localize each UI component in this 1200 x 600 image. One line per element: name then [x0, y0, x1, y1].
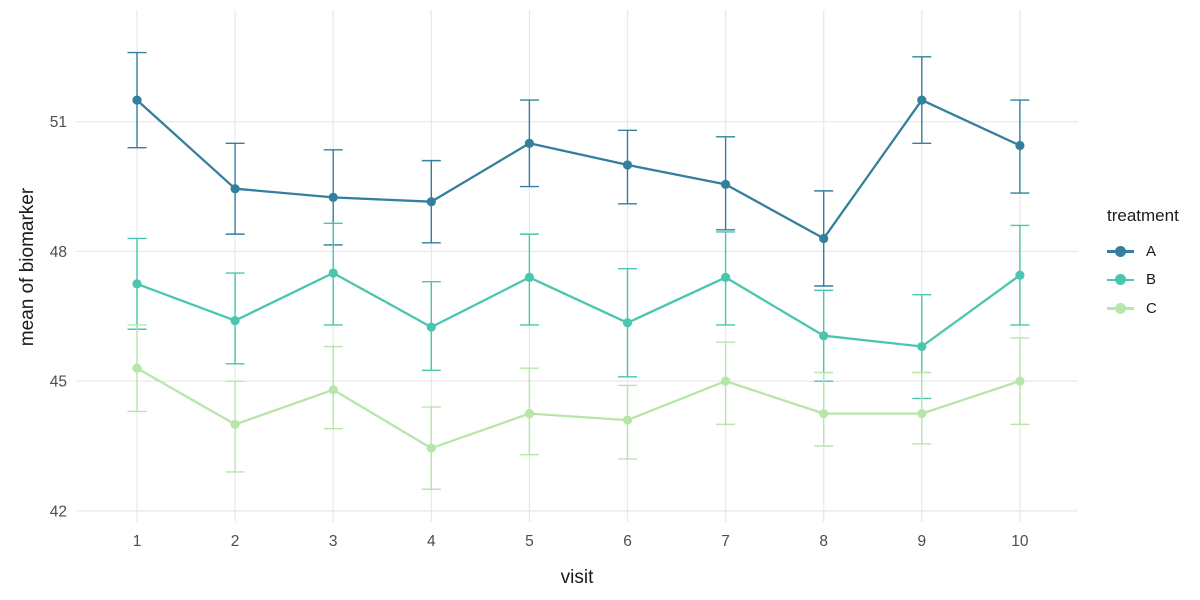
- legend-key-icon: [1107, 245, 1134, 257]
- legend-key-dot: [1115, 302, 1126, 314]
- x-tick-label: 5: [525, 533, 534, 550]
- y-axis-title: mean of biomarker: [17, 187, 38, 347]
- data-point-B-visit-4: [426, 322, 436, 332]
- series-line-C: [135, 367, 1022, 450]
- data-point-B-visit-8: [819, 331, 829, 341]
- y-tick-label: 42: [50, 503, 67, 520]
- data-point-A-visit-5: [524, 138, 535, 148]
- x-tick-label: 6: [623, 533, 632, 550]
- data-point-B-visit-5: [524, 272, 535, 282]
- series-line-B: [135, 271, 1022, 348]
- legend-key-icon: [1107, 274, 1134, 286]
- data-point-C-visit-6: [622, 415, 633, 425]
- data-point-B-visit-10: [1015, 270, 1025, 280]
- x-axis-title: visit: [560, 567, 594, 588]
- legend-item-C: C: [1107, 294, 1197, 323]
- legend-key-dot: [1115, 245, 1126, 257]
- series-line-A: [135, 98, 1022, 240]
- data-point-B-visit-2: [230, 316, 240, 326]
- legend-key-icon: [1107, 302, 1134, 314]
- legend-key-dot: [1115, 274, 1126, 286]
- x-tick-label: 4: [427, 533, 436, 550]
- data-point-A-visit-6: [622, 160, 633, 170]
- legend-label: C: [1146, 299, 1157, 317]
- x-tick-label: 7: [721, 533, 730, 550]
- data-point-A-visit-10: [1015, 140, 1025, 151]
- data-point-A-visit-9: [917, 95, 927, 105]
- data-point-B-visit-1: [132, 279, 142, 289]
- y-tick-label: 51: [50, 114, 67, 131]
- data-point-C-visit-10: [1015, 376, 1025, 386]
- legend-title: treatment: [1107, 206, 1179, 225]
- data-point-C-visit-1: [132, 363, 142, 373]
- data-point-A-visit-3: [328, 192, 338, 202]
- data-point-B-visit-3: [328, 268, 338, 278]
- x-tick-label: 3: [329, 533, 338, 550]
- data-point-C-visit-7: [721, 376, 731, 386]
- y-tick-label: 48: [50, 244, 67, 261]
- data-point-A-visit-1: [132, 95, 142, 105]
- x-tick-label: 8: [819, 533, 828, 550]
- data-point-B-visit-9: [917, 341, 927, 352]
- y-tick-label: 45: [50, 374, 67, 391]
- data-point-B-visit-6: [622, 318, 633, 328]
- data-point-C-visit-2: [230, 419, 240, 429]
- data-point-B-visit-7: [721, 272, 731, 282]
- data-point-A-visit-7: [721, 179, 731, 189]
- data-point-C-visit-3: [328, 385, 338, 395]
- legend-item-B: B: [1107, 266, 1197, 295]
- x-tick-label: 1: [133, 533, 142, 550]
- data-point-C-visit-8: [819, 408, 829, 419]
- x-tick-label: 9: [917, 533, 926, 550]
- data-point-C-visit-9: [917, 408, 927, 419]
- data-point-C-visit-5: [524, 408, 535, 419]
- data-point-A-visit-4: [426, 197, 436, 207]
- data-point-A-visit-2: [230, 184, 240, 194]
- x-tick-label: 10: [1011, 533, 1029, 550]
- legend-label: B: [1146, 271, 1157, 289]
- legend-label: A: [1146, 242, 1157, 260]
- data-point-C-visit-4: [426, 443, 436, 453]
- data-point-A-visit-8: [819, 233, 829, 244]
- x-tick-label: 2: [231, 533, 240, 550]
- legend-item-A: A: [1107, 237, 1197, 266]
